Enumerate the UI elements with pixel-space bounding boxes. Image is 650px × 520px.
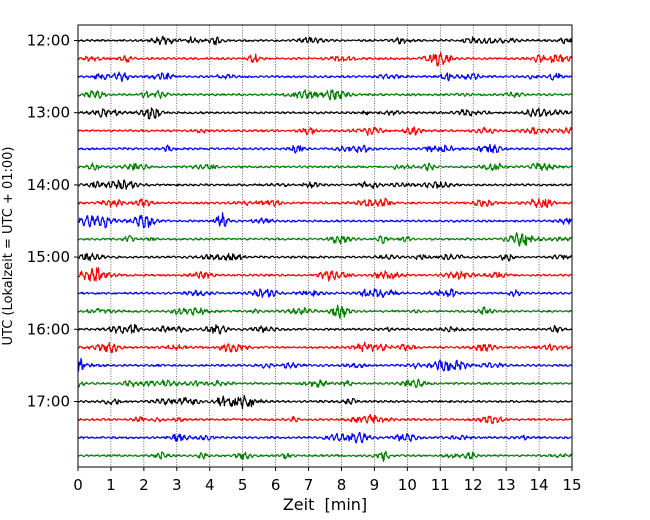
trace-1315 bbox=[77, 126, 573, 136]
vertical-gridlines bbox=[110, 25, 540, 467]
trace-1200 bbox=[77, 35, 573, 46]
trace-1500 bbox=[77, 252, 573, 262]
x-tick-label: 11 bbox=[431, 476, 450, 494]
plot-frame bbox=[77, 24, 573, 468]
trace-1715 bbox=[77, 413, 573, 424]
trace-1230 bbox=[77, 71, 573, 83]
x-tick-label: 6 bbox=[271, 476, 281, 494]
trace-1415 bbox=[77, 197, 573, 209]
trace-1700 bbox=[77, 394, 573, 410]
x-tick-label: 2 bbox=[139, 476, 149, 494]
x-tick-label: 0 bbox=[73, 476, 83, 494]
x-tick-label: 15 bbox=[562, 476, 581, 494]
trace-1215 bbox=[77, 52, 573, 67]
trace-1515 bbox=[77, 267, 573, 282]
seismogram-traces bbox=[77, 35, 573, 463]
x-tick-label: 9 bbox=[370, 476, 380, 494]
y-tick-label: 16:00 bbox=[27, 320, 70, 338]
trace-1745 bbox=[77, 450, 573, 463]
trace-1545 bbox=[77, 304, 573, 320]
y-tick-label: 17:00 bbox=[27, 393, 70, 411]
trace-1630 bbox=[77, 357, 573, 372]
x-tick-label: 3 bbox=[172, 476, 182, 494]
y-tick-label: 14:00 bbox=[27, 176, 70, 194]
trace-1615 bbox=[77, 341, 573, 354]
trace-1645 bbox=[77, 378, 573, 389]
x-tick-label: 13 bbox=[497, 476, 516, 494]
x-tick-label: 5 bbox=[238, 476, 248, 494]
y-tick-label: 15:00 bbox=[27, 248, 70, 266]
trace-1430 bbox=[77, 212, 573, 229]
trace-1600 bbox=[77, 324, 573, 335]
trace-1245 bbox=[77, 89, 573, 101]
x-axis-label: Zeit [min] bbox=[283, 495, 367, 514]
y-axis-ticks: 12:00 13:00 14:00 15:00 16:00 17:00 bbox=[27, 32, 78, 411]
trace-1345 bbox=[77, 162, 573, 172]
x-tick-label: 7 bbox=[304, 476, 314, 494]
x-axis-ticks: 0 1 2 3 4 5 6 7 8 9 10 11 12 13 14 15 bbox=[73, 467, 582, 494]
x-tick-label: 1 bbox=[106, 476, 116, 494]
y-tick-label: 13:00 bbox=[27, 104, 70, 122]
trace-1400 bbox=[77, 179, 573, 190]
trace-1445 bbox=[77, 232, 573, 247]
trace-1730 bbox=[77, 431, 573, 444]
x-tick-label: 8 bbox=[337, 476, 347, 494]
y-axis-label: UTC (Lokalzeit = UTC + 01:00) bbox=[1, 147, 16, 346]
x-tick-label: 4 bbox=[205, 476, 215, 494]
trace-1530 bbox=[77, 288, 573, 298]
x-tick-label: 14 bbox=[530, 476, 549, 494]
x-tick-label: 12 bbox=[464, 476, 483, 494]
y-tick-label: 12:00 bbox=[27, 32, 70, 50]
trace-1300 bbox=[77, 107, 573, 120]
x-tick-label: 10 bbox=[398, 476, 417, 494]
trace-1330 bbox=[77, 143, 573, 154]
